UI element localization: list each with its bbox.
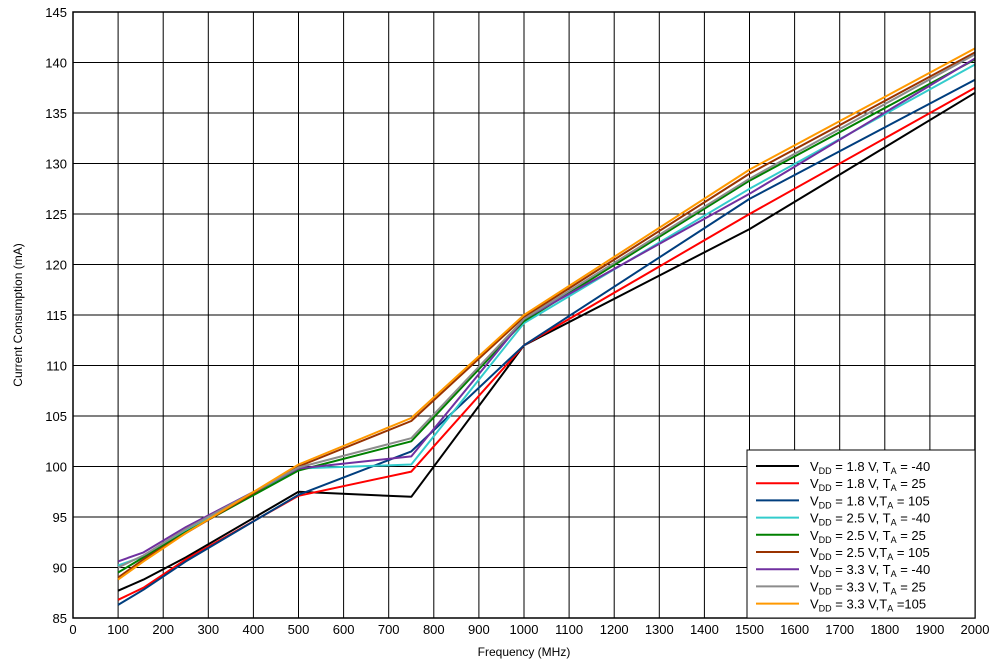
- legend-text-part: = 25: [897, 476, 926, 491]
- legend-subscript: DD: [819, 586, 832, 596]
- y-tick-label: 105: [45, 409, 67, 424]
- x-tick-label: 600: [333, 622, 355, 637]
- x-tick-label: 1800: [870, 622, 899, 637]
- legend-text-part: V: [810, 476, 819, 491]
- legend-text-part: = 2.5 V, T: [832, 511, 891, 526]
- y-axis-label: Current Consumption (mA): [11, 243, 25, 386]
- legend-text-part: V: [810, 493, 819, 508]
- x-tick-label: 1500: [735, 622, 764, 637]
- x-tick-label: 200: [152, 622, 174, 637]
- x-tick-label: 1700: [825, 622, 854, 637]
- legend-subscript: DD: [819, 535, 832, 545]
- legend-text-part: = -40: [897, 459, 931, 474]
- x-tick-label: 500: [288, 622, 310, 637]
- legend-text-part: = 25: [897, 579, 926, 594]
- legend-text-part: V: [810, 528, 819, 543]
- x-tick-label: 1400: [690, 622, 719, 637]
- legend-subscript: DD: [819, 552, 832, 562]
- x-tick-label: 400: [243, 622, 265, 637]
- y-tick-label: 110: [46, 359, 67, 374]
- y-tick-label: 130: [45, 157, 67, 172]
- x-tick-label: 900: [468, 622, 490, 637]
- x-tick-labels: 0 100 200 300 400 500 600 700 800 900 1000 1100 1200…: [69, 622, 989, 637]
- y-tick-labels: 85 90 95 100 105 110 115 120 125 130 135 140 145: [45, 5, 67, 626]
- legend-text-part: = -40: [897, 562, 931, 577]
- x-tick-label: 0: [69, 622, 76, 637]
- legend-text-part: V: [810, 597, 819, 612]
- x-tick-label: 1900: [915, 622, 944, 637]
- legend-text-part: = 3.3 V, T: [832, 562, 891, 577]
- legend-text-part: = -40: [897, 511, 931, 526]
- legend-subscript: DD: [819, 569, 832, 579]
- y-tick-label: 125: [45, 207, 67, 222]
- legend-subscript: DD: [819, 500, 832, 510]
- legend-text-part: V: [810, 511, 819, 526]
- legend-text-part: = 1.8 V,T: [832, 493, 888, 508]
- x-tick-label: 1200: [600, 622, 629, 637]
- legend-text-part: = 105: [893, 493, 930, 508]
- legend-text-part: V: [810, 459, 819, 474]
- legend-text-part: = 3.3 V, T: [832, 579, 891, 594]
- y-tick-label: 90: [53, 561, 67, 576]
- y-tick-label: 100: [45, 460, 67, 475]
- legend-subscript: DD: [819, 518, 832, 528]
- x-tick-label: 1100: [555, 622, 583, 637]
- x-tick-label: 1300: [645, 622, 674, 637]
- y-tick-label: 85: [53, 611, 67, 626]
- y-tick-label: 135: [45, 106, 67, 121]
- legend-text-part: = 2.5 V, T: [832, 528, 891, 543]
- y-tick-label: 145: [45, 5, 67, 20]
- y-tick-label: 140: [45, 56, 67, 71]
- legend-text-part: = 25: [897, 528, 926, 543]
- legend-text-part: = 105: [893, 545, 930, 560]
- legend-subscript: DD: [819, 466, 832, 476]
- legend-text-part: = 1.8 V, T: [832, 459, 891, 474]
- x-tick-label: 300: [197, 622, 219, 637]
- y-tick-label: 115: [46, 308, 67, 323]
- y-tick-label: 120: [45, 258, 67, 273]
- x-tick-label: 800: [423, 622, 445, 637]
- y-tick-label: 95: [53, 510, 67, 525]
- x-axis-label: Frequency (MHz): [478, 645, 571, 659]
- legend-text-part: V: [810, 562, 819, 577]
- legend-subscript: DD: [819, 483, 832, 493]
- legend-text-part: V: [810, 579, 819, 594]
- legend-text-part: = 1.8 V, T: [832, 476, 891, 491]
- x-tick-label: 100: [107, 622, 129, 637]
- x-tick-label: 1000: [510, 622, 539, 637]
- legend-text-part: =105: [893, 597, 926, 612]
- legend-text-part: V: [810, 545, 819, 560]
- legend-text-part: = 3.3 V,T: [832, 597, 888, 612]
- x-tick-label: 1600: [780, 622, 809, 637]
- x-tick-label: 700: [378, 622, 400, 637]
- legend-text-part: = 2.5 V,T: [832, 545, 888, 560]
- legend-subscript: DD: [819, 604, 832, 614]
- x-tick-label: 2000: [961, 622, 990, 637]
